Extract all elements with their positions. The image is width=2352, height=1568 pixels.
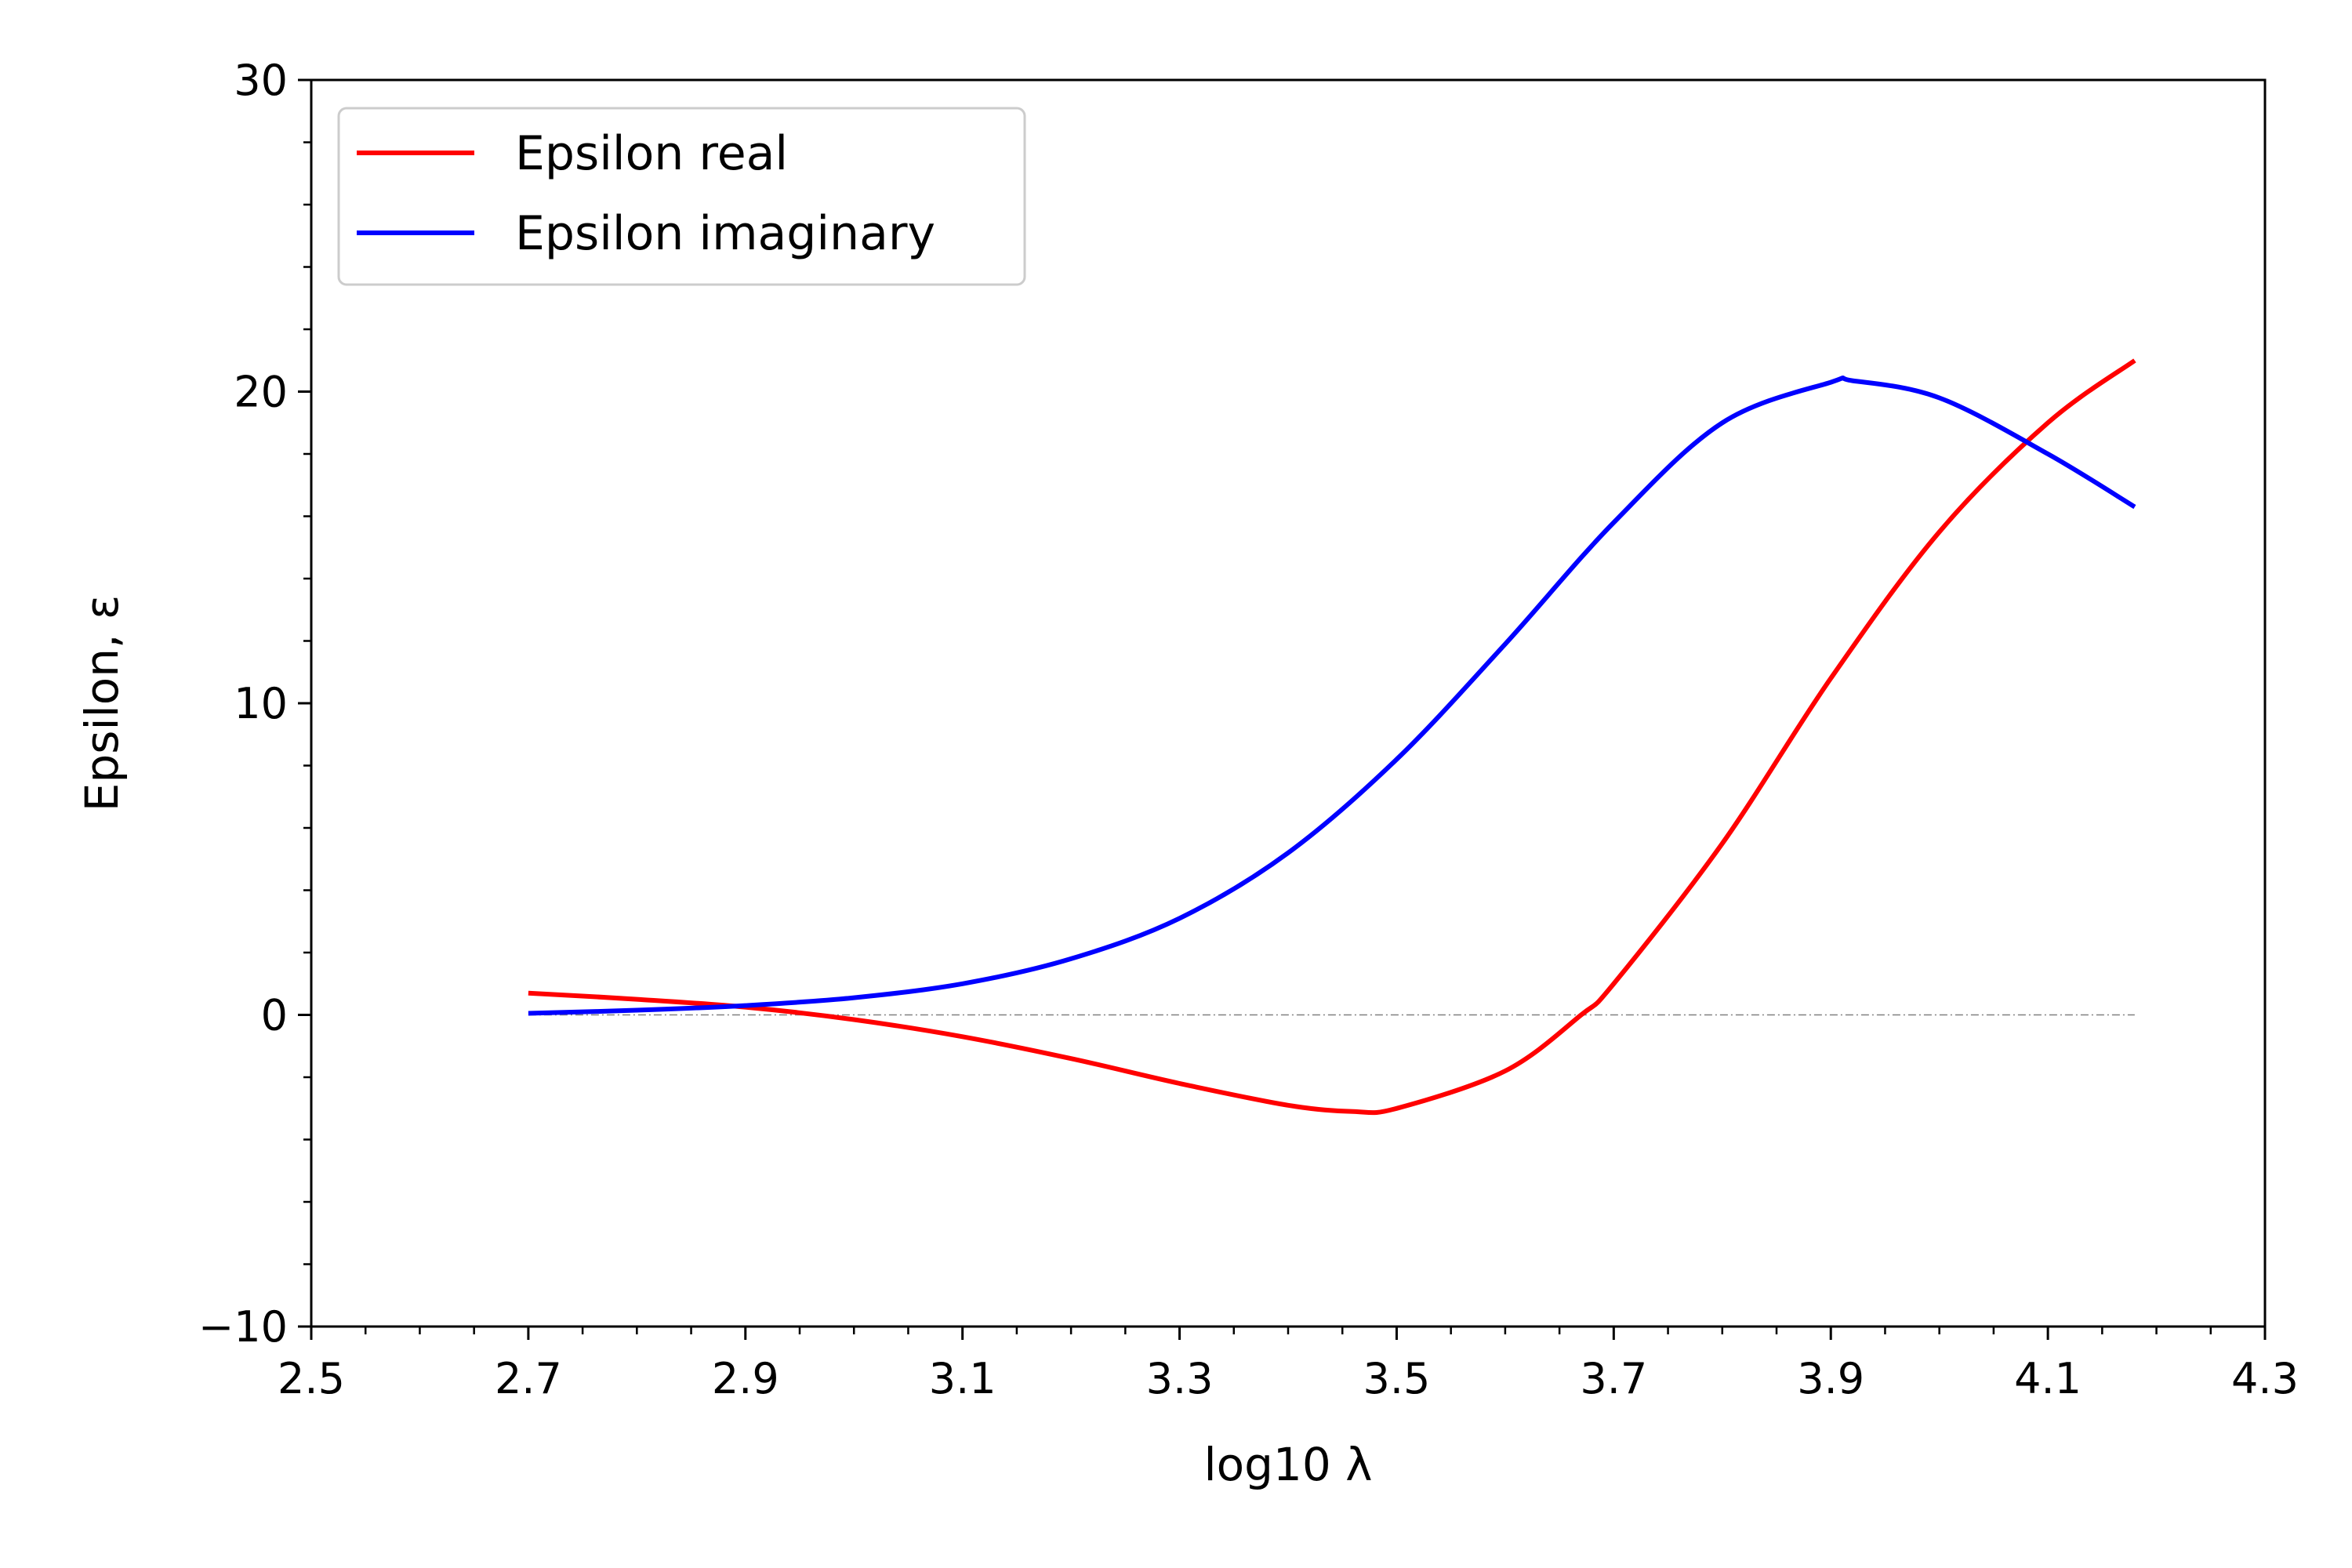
- y-tick-label: 20: [234, 368, 288, 417]
- x-tick-label: 3.1: [929, 1354, 996, 1403]
- x-tick-label: 4.3: [2231, 1354, 2299, 1403]
- x-tick-label: 3.7: [1580, 1354, 1647, 1403]
- major-ticks: [298, 78, 2267, 1340]
- plot-frame: [310, 78, 2267, 1328]
- x-tick-label: 2.5: [278, 1354, 345, 1403]
- x-tick-label: 2.9: [712, 1354, 779, 1403]
- x-tick-label: 3.3: [1146, 1354, 1214, 1403]
- y-tick-label: 30: [234, 56, 288, 105]
- series-line-epsilon-imaginary: [528, 375, 2136, 1016]
- y-tick-label: 10: [234, 679, 288, 728]
- x-tick-label: 2.7: [495, 1354, 562, 1403]
- y-tick-label: 0: [261, 991, 288, 1040]
- series-line-epsilon-real: [528, 358, 2136, 1116]
- y-tick-label: −10: [198, 1302, 288, 1352]
- plot-area: [311, 80, 2265, 1327]
- legend-box: [337, 107, 1026, 286]
- x-tick-labels: 2.5 2.7 2.9 3.1 3.3 3.5 3.7 3.9 4.1 4.3: [278, 1354, 2299, 1403]
- x-axis-label: log10 λ: [1204, 1438, 1373, 1491]
- x-tick-label: 3.9: [1797, 1354, 1864, 1403]
- legend: Epsilon real Epsilon imaginary: [337, 107, 1026, 286]
- y-axis-label: Epsilon, ε: [75, 595, 129, 811]
- x-tick-label: 4.1: [2014, 1354, 2082, 1403]
- series-group: [528, 358, 2136, 1116]
- x-tick-label: 3.5: [1363, 1354, 1430, 1403]
- legend-label-real: Epsilon real: [515, 126, 788, 181]
- legend-label-imaginary: Epsilon imaginary: [515, 206, 935, 261]
- minor-ticks: [303, 141, 2212, 1334]
- y-tick-labels: −10 0 10 20 30: [198, 56, 288, 1352]
